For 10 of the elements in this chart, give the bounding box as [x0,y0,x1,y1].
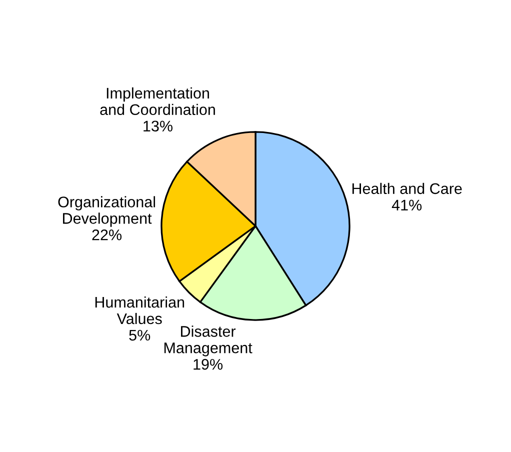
slice-label: Implementation and Coordination [100,87,215,116]
slice-label: Disaster Management [164,326,252,356]
data-label: 41% [392,200,422,210]
slice-label: Organizational Development [58,196,156,227]
data-label: 19% [194,358,223,370]
data-label: 22% [92,229,122,240]
slice-label: Health and Care [352,182,462,194]
data-label: 5% [129,330,150,341]
data-label: 13% [144,120,172,132]
slice-label: Humanitarian Values [95,296,184,324]
